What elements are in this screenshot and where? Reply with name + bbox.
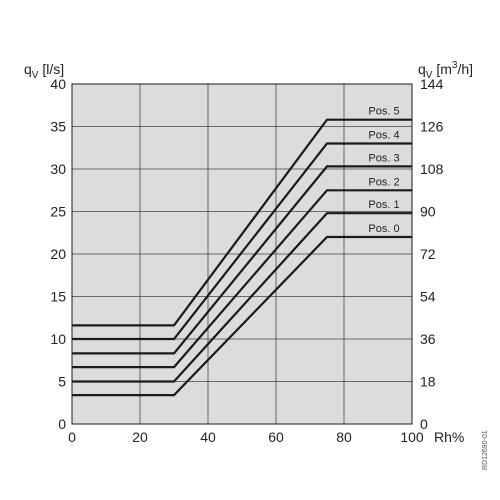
y-right-tick-label: 0 [420, 416, 428, 432]
y-right-tick-label: 126 [420, 119, 444, 135]
x-axis-title: Rh% [434, 429, 464, 445]
y-right-tick-labels: 0 18 36 54 72 90 108 126 144 [420, 76, 444, 432]
series-lines [72, 118, 412, 397]
y-left-tick-label: 40 [50, 76, 66, 92]
y-left-tick-label: 25 [50, 204, 66, 220]
series-line [72, 118, 412, 327]
y-right-tick-label: 72 [420, 246, 436, 262]
grid-lines [72, 84, 412, 424]
series-line [72, 235, 412, 397]
x-tick-label: 100 [400, 429, 424, 445]
y-left-tick-label: 5 [58, 374, 66, 390]
y-left-axis-title: qV [l/s] [24, 61, 64, 81]
y-right-tick-label: 54 [420, 289, 436, 305]
y-right-tick-label: 144 [420, 76, 444, 92]
y-left-tick-label: 20 [50, 246, 66, 262]
x-tick-label: 60 [268, 429, 284, 445]
x-tick-labels: 0 20 40 60 80 100 [68, 429, 424, 445]
series-line [72, 165, 412, 355]
series-line [72, 189, 412, 369]
series-label: Pos. 0 [368, 223, 399, 235]
series-line [72, 212, 412, 383]
y-right-axis-title: qV [m3/h] [418, 60, 473, 81]
y-left-tick-labels: 0 5 10 15 20 25 30 35 40 [50, 76, 66, 432]
series-line [72, 142, 412, 341]
x-tick-label: 40 [200, 429, 216, 445]
x-tick-label: 20 [132, 429, 148, 445]
plot-frame [71, 83, 413, 425]
y-left-tick-label: 15 [50, 289, 66, 305]
y-left-tick-label: 30 [50, 161, 66, 177]
figure-code: RD12690-01 [482, 430, 489, 470]
x-tick-label: 80 [336, 429, 352, 445]
series-label: Pos. 5 [368, 106, 399, 118]
series-label: Pos. 4 [368, 130, 399, 142]
x-tick-label: 0 [68, 429, 76, 445]
y-right-tick-label: 108 [420, 161, 444, 177]
y-left-tick-label: 0 [58, 416, 66, 432]
y-right-tick-label: 90 [420, 204, 436, 220]
series-label: Pos. 2 [368, 176, 399, 188]
series-label: Pos. 3 [368, 152, 399, 164]
y-right-tick-label: 36 [420, 331, 436, 347]
y-right-tick-label: 18 [420, 374, 436, 390]
series-labels: Pos. 0 Pos. 1 Pos. 2 Pos. 3 Pos. 4 Pos. 5 [368, 106, 399, 235]
y-left-tick-label: 10 [50, 331, 66, 347]
series-label: Pos. 1 [368, 199, 399, 211]
y-left-tick-label: 35 [50, 119, 66, 135]
